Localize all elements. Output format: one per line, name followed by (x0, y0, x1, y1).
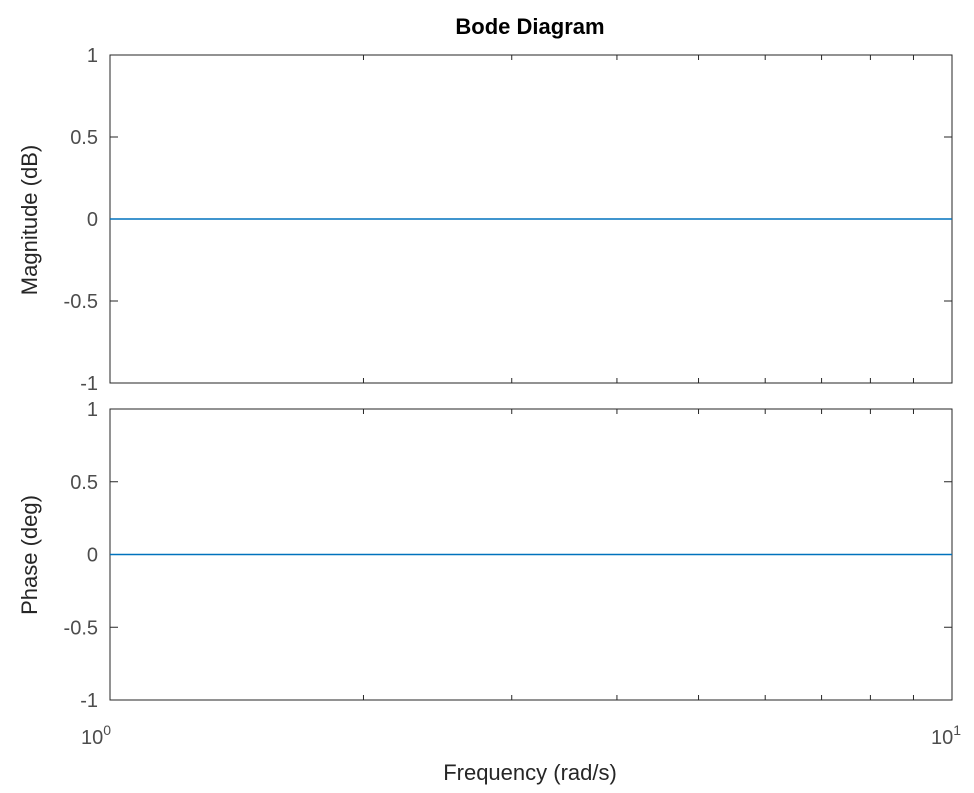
phase-plot: 1 0.5 0 -0.5 -1 (64, 399, 953, 712)
phase-y-tick-label: -0.5 (64, 617, 98, 639)
x-tick-label-max: 101 (931, 722, 961, 749)
magnitude-y-tick-label: -0.5 (64, 291, 98, 313)
phase-y-tick-label: 0.5 (70, 472, 98, 494)
phase-y-tick-label: 0 (87, 545, 98, 567)
phase-y-tick-label: 1 (87, 399, 98, 421)
magnitude-plot: 1 0.5 0 -0.5 -1 (64, 45, 953, 395)
x-tick-label-min: 100 (81, 722, 111, 749)
magnitude-y-tick-label: 0.5 (70, 127, 98, 149)
magnitude-y-tick-label: -1 (80, 373, 98, 395)
magnitude-y-tick-label: 0 (87, 209, 98, 231)
phase-y-tick-label: -1 (80, 690, 98, 712)
chart-title: Bode Diagram (455, 14, 604, 39)
magnitude-ylabel: Magnitude (dB) (17, 145, 42, 295)
magnitude-y-tick-label: 1 (87, 45, 98, 67)
phase-ylabel: Phase (deg) (17, 495, 42, 615)
x-axis-label: Frequency (rad/s) (443, 760, 617, 785)
